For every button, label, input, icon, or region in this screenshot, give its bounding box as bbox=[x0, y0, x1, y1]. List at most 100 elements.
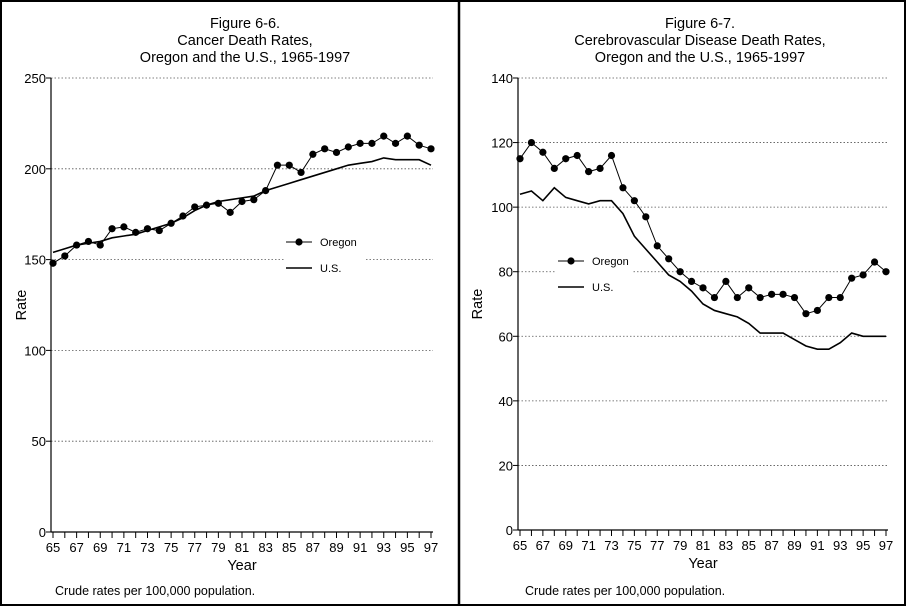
x-tick-label: 97 bbox=[424, 540, 438, 555]
x-axis-label: Year bbox=[688, 556, 717, 572]
data-point-oregon-1981 bbox=[238, 197, 246, 206]
data-point-oregon-1983 bbox=[722, 277, 730, 285]
x-tick-label: 93 bbox=[377, 540, 391, 555]
figure-6-7-title-line-2: Cerebrovascular Disease Death Rates, bbox=[574, 33, 826, 49]
legend-marker-oregon bbox=[295, 238, 303, 246]
data-point-oregon-1988 bbox=[779, 290, 787, 298]
data-point-oregon-1970 bbox=[108, 225, 116, 233]
x-tick-label: 89 bbox=[787, 538, 801, 553]
y-axis-label: Rate bbox=[470, 289, 486, 320]
figure-6-7-title-line-3: Oregon and the U.S., 1965-1997 bbox=[594, 50, 806, 66]
y-tick-label: 100 bbox=[491, 200, 513, 215]
data-point-oregon-1982 bbox=[710, 293, 719, 302]
data-point-oregon-1993 bbox=[380, 132, 388, 140]
y-tick-label: 80 bbox=[499, 265, 513, 280]
y-tick-label: 50 bbox=[32, 434, 46, 449]
x-tick-label: 73 bbox=[140, 540, 154, 555]
data-point-oregon-1985 bbox=[745, 284, 753, 292]
legend-label-us: U.S. bbox=[320, 263, 341, 275]
data-point-oregon-1986 bbox=[756, 293, 764, 302]
y-tick-label: 200 bbox=[24, 162, 46, 177]
x-tick-label: 83 bbox=[258, 540, 272, 555]
data-point-oregon-1994 bbox=[391, 139, 400, 147]
data-point-oregon-1987 bbox=[309, 150, 317, 158]
data-point-oregon-1991 bbox=[356, 139, 364, 147]
data-point-oregon-1997 bbox=[427, 145, 435, 153]
x-tick-label: 81 bbox=[696, 538, 710, 553]
y-tick-label: 20 bbox=[499, 458, 513, 473]
x-tick-label: 71 bbox=[581, 538, 595, 553]
data-point-oregon-1979 bbox=[676, 268, 684, 276]
data-point-oregon-1988 bbox=[321, 145, 329, 153]
data-point-oregon-1991 bbox=[813, 306, 821, 315]
x-tick-label: 67 bbox=[536, 538, 550, 553]
data-point-oregon-1978 bbox=[665, 255, 673, 263]
data-point-oregon-1980 bbox=[226, 208, 234, 216]
data-point-oregon-1982 bbox=[250, 196, 258, 204]
x-tick-label: 79 bbox=[673, 538, 687, 553]
y-tick-label: 60 bbox=[499, 329, 513, 344]
data-point-oregon-1994 bbox=[848, 274, 856, 282]
data-point-oregon-1993 bbox=[836, 293, 844, 302]
data-point-oregon-1974 bbox=[619, 184, 627, 192]
x-tick-label: 69 bbox=[93, 540, 107, 555]
x-tick-label: 83 bbox=[719, 538, 733, 553]
data-point-oregon-1987 bbox=[768, 290, 776, 298]
y-tick-label: 100 bbox=[24, 343, 46, 358]
x-tick-label: 71 bbox=[117, 540, 131, 555]
data-point-oregon-1997 bbox=[882, 268, 890, 276]
x-tick-label: 95 bbox=[856, 538, 870, 553]
x-tick-label: 73 bbox=[604, 538, 618, 553]
x-tick-label: 65 bbox=[46, 540, 60, 555]
data-point-oregon-1973 bbox=[607, 151, 616, 160]
x-tick-label: 85 bbox=[282, 540, 296, 555]
x-tick-label: 79 bbox=[211, 540, 225, 555]
x-tick-label: 91 bbox=[810, 538, 824, 553]
data-point-oregon-1992 bbox=[368, 139, 376, 147]
data-point-oregon-1996 bbox=[415, 141, 423, 149]
x-tick-label: 95 bbox=[400, 540, 414, 555]
y-axis-label: Rate bbox=[14, 290, 30, 321]
x-tick-label: 75 bbox=[164, 540, 178, 555]
data-point-oregon-1966 bbox=[527, 138, 536, 147]
x-tick-label: 85 bbox=[742, 538, 756, 553]
figure-6-6-note: Crude rates per 100,000 population. bbox=[55, 584, 256, 598]
legend-marker-oregon bbox=[567, 257, 575, 265]
data-point-oregon-1977 bbox=[653, 242, 661, 250]
figure-6-7-title-line-1: Figure 6-7. bbox=[664, 16, 736, 32]
data-point-oregon-1976 bbox=[642, 213, 650, 221]
legend-label-oregon: Oregon bbox=[592, 256, 629, 268]
x-tick-label: 69 bbox=[559, 538, 573, 553]
figure-6-7-title: Figure 6-7. Cerebrovascular Disease Deat… bbox=[495, 16, 905, 67]
legend-box bbox=[284, 228, 364, 284]
x-tick-label: 91 bbox=[353, 540, 367, 555]
data-point-oregon-1984 bbox=[273, 161, 282, 169]
figure-6-6-title: Figure 6-6. Cancer Death Rates, Oregon a… bbox=[40, 16, 450, 67]
data-point-oregon-1995 bbox=[859, 271, 867, 279]
legend-label-oregon: Oregon bbox=[320, 237, 357, 249]
y-tick-label: 120 bbox=[491, 136, 513, 151]
data-point-oregon-1971 bbox=[120, 223, 128, 231]
data-point-oregon-1990 bbox=[344, 143, 352, 151]
data-point-oregon-1989 bbox=[332, 148, 341, 157]
data-point-oregon-1975 bbox=[630, 197, 638, 205]
y-tick-label: 140 bbox=[491, 71, 513, 86]
figure-6-6-title-line-3: Oregon and the U.S., 1965-1997 bbox=[139, 50, 351, 66]
data-point-oregon-1996 bbox=[870, 258, 879, 266]
figure-6-6-title-line-2: Cancer Death Rates, bbox=[177, 33, 313, 49]
data-point-oregon-1974 bbox=[155, 226, 163, 235]
x-tick-label: 65 bbox=[513, 538, 527, 553]
x-tick-label: 89 bbox=[329, 540, 343, 555]
legend-label-us: U.S. bbox=[592, 282, 613, 294]
data-point-oregon-1980 bbox=[687, 277, 696, 285]
figure-6-7-note: Crude rates per 100,000 population. bbox=[525, 584, 726, 598]
data-point-oregon-1969 bbox=[96, 241, 104, 249]
y-tick-label: 0 bbox=[506, 523, 513, 538]
data-point-oregon-1972 bbox=[596, 164, 604, 172]
series-line-us bbox=[52, 157, 432, 254]
data-point-oregon-1977 bbox=[191, 203, 199, 211]
figure-6-6-title-line-1: Figure 6-6. bbox=[209, 16, 281, 32]
